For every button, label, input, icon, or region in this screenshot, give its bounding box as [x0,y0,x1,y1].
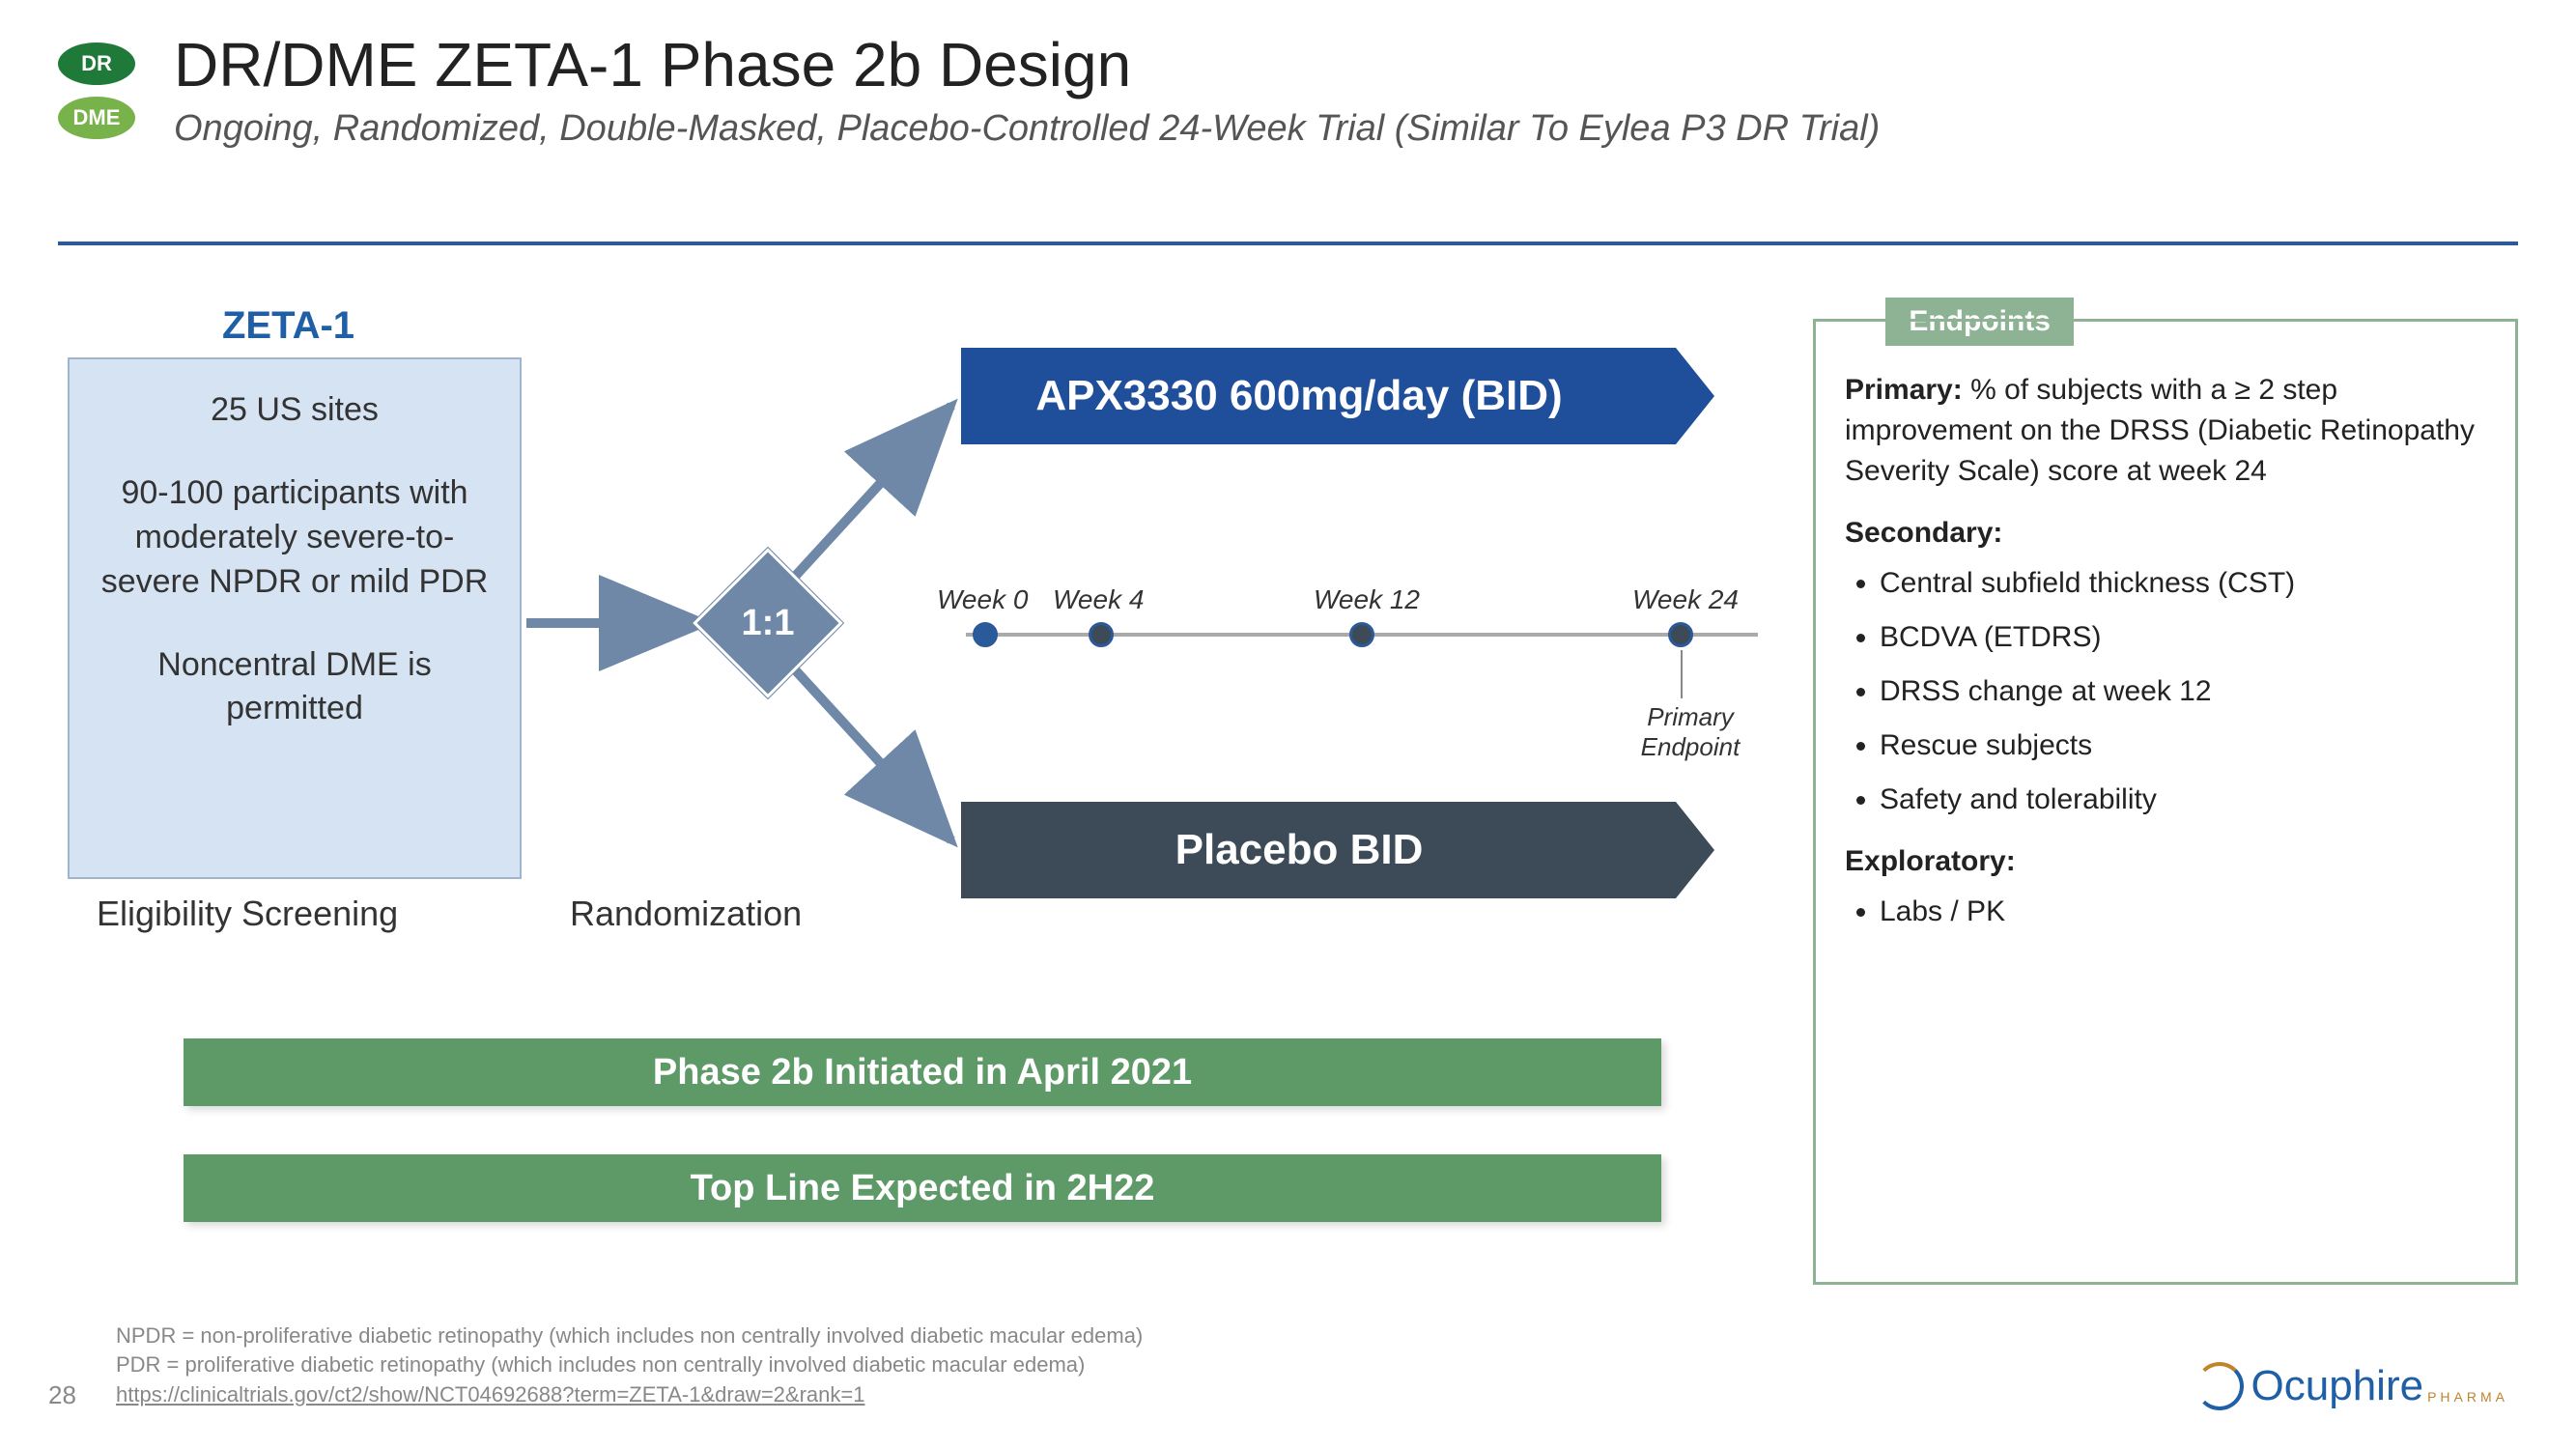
timeline-dot [1089,622,1114,647]
logo-name: Ocuphire [2251,1362,2424,1410]
logo-sub: PHARMA [2427,1389,2508,1405]
endpoints-primary-label: Primary: [1845,374,1963,406]
randomization-ratio: 1:1 [715,570,821,676]
endpoint-item: Safety and tolerability [1880,780,2486,820]
endpoint-item: Labs / PK [1880,892,2486,932]
endpoints-exploratory-label: Exploratory: [1845,841,2486,882]
endpoint-item: BCDVA (ETDRS) [1880,617,2486,658]
timeline-dot [1349,622,1374,647]
company-logo: Ocuphire PHARMA [2195,1362,2508,1410]
endpoint-item: DRSS change at week 12 [1880,671,2486,712]
milestone-bar: Phase 2b Initiated in April 2021 [184,1038,1661,1106]
primary-endpoint-label: Primary Endpoint [1623,702,1758,762]
timeline-dot [1668,622,1693,647]
placebo-arm-label: Placebo BID [1175,826,1424,874]
footnote-link[interactable]: https://clinicaltrials.gov/ct2/show/NCT0… [116,1380,1143,1410]
timeline-label: Week 0 [937,584,1028,615]
endpoint-item: Central subfield thickness (CST) [1880,563,2486,604]
placebo-arm: Placebo BID [961,802,1676,898]
footnotes: NPDR = non-proliferative diabetic retino… [116,1321,1143,1410]
treatment-arm: APX3330 600mg/day (BID) [961,348,1676,444]
timeline-label: Week 12 [1314,584,1420,615]
logo-swirl-icon [2195,1362,2244,1410]
milestone-bar: Top Line Expected in 2H22 [184,1154,1661,1222]
endpoints-box: Primary: % of subjects with a ≥ 2 step i… [1813,319,2518,1285]
endpoint-item: Rescue subjects [1880,725,2486,766]
treatment-arm-label: APX3330 600mg/day (BID) [1035,372,1562,420]
timeline-label: Week 4 [1053,584,1144,615]
timeline-label: Week 24 [1632,584,1739,615]
page-number: 28 [48,1380,76,1410]
primary-endpoint-tick [1681,650,1683,698]
endpoints-secondary-label: Secondary: [1845,513,2486,554]
footnote-line: PDR = proliferative diabetic retinopathy… [116,1350,1143,1380]
footnote-line: NPDR = non-proliferative diabetic retino… [116,1321,1143,1351]
timeline-dot [973,622,998,647]
